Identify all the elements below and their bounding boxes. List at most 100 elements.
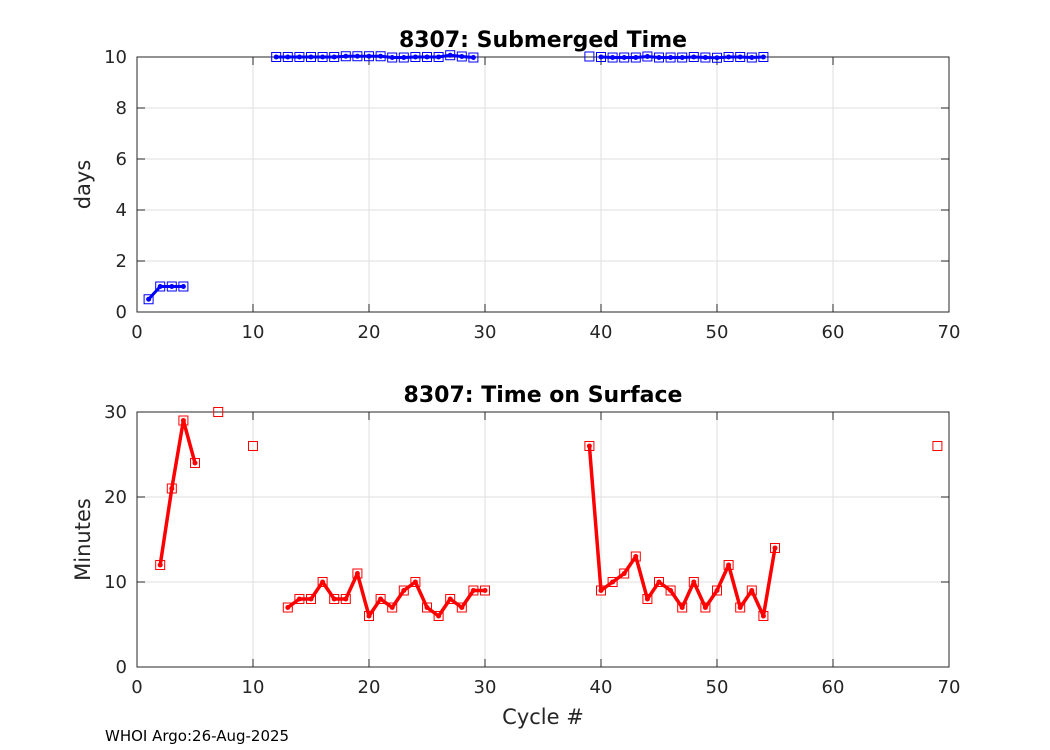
- data-point-marker: [213, 407, 224, 417]
- point-dot: [343, 53, 349, 59]
- series-line: [276, 53, 474, 59]
- y-axis-label: days: [71, 160, 95, 210]
- point-dot: [401, 588, 407, 593]
- data-point-marker: [248, 441, 258, 451]
- point-dot: [610, 579, 616, 585]
- data-point-marker: [723, 560, 734, 570]
- data-point-marker: [271, 52, 282, 62]
- data-point-marker: [735, 602, 746, 613]
- data-point-marker: [700, 602, 711, 613]
- data-point-marker: [746, 52, 757, 63]
- point-dot: [749, 55, 755, 61]
- y-tick-label: 30: [104, 402, 127, 423]
- point-dot: [621, 55, 627, 61]
- point-dot: [726, 54, 732, 60]
- data-point-marker: [746, 585, 757, 596]
- point-dot: [401, 55, 407, 61]
- data-point-marker: [398, 52, 409, 63]
- point-dot: [610, 55, 616, 61]
- data-point-marker: [178, 281, 189, 292]
- x-tick-label: 10: [242, 677, 265, 698]
- y-tick-label: 10: [104, 572, 127, 593]
- data-point-marker: [758, 52, 769, 62]
- point-dot: [320, 54, 326, 60]
- point-dot: [447, 52, 453, 58]
- x-tick-label: 60: [822, 322, 845, 343]
- point-dot: [331, 54, 337, 60]
- point-dot: [285, 605, 291, 610]
- y-tick-label: 10: [104, 47, 127, 68]
- data-point-marker: [178, 415, 189, 426]
- point-dot: [668, 588, 674, 593]
- point-dot: [459, 53, 465, 59]
- data-point-marker: [317, 52, 328, 62]
- data-point-marker: [410, 577, 421, 587]
- point-dot: [633, 554, 639, 559]
- data-point-marker: [932, 441, 943, 451]
- point-dot: [180, 284, 186, 289]
- data-point-marker: [642, 51, 653, 62]
- point-dot: [169, 284, 175, 289]
- data-point-marker: [143, 294, 154, 305]
- point-dot: [320, 579, 326, 585]
- data-point-marker: [584, 51, 595, 62]
- point-dot: [644, 53, 650, 59]
- data-point-marker: [584, 441, 595, 451]
- data-point-marker: [340, 51, 351, 62]
- point-dot: [633, 55, 639, 61]
- data-point-marker: [190, 458, 200, 468]
- data-point-marker: [306, 52, 316, 62]
- x-tick-label: 20: [358, 677, 381, 698]
- x-tick-label: 40: [590, 322, 613, 343]
- point-dot: [714, 588, 720, 593]
- footer-text: WHOI Argo:26-Aug-2025: [105, 727, 289, 745]
- y-tick-label: 6: [116, 149, 127, 170]
- data-point-marker: [619, 52, 630, 63]
- point-dot: [389, 55, 395, 61]
- point-dot: [157, 562, 163, 568]
- data-point-marker: [712, 585, 722, 596]
- point-dot: [598, 54, 604, 60]
- point-dot: [691, 579, 697, 585]
- point-dot: [760, 613, 766, 619]
- data-point-marker: [723, 52, 734, 62]
- point-dot: [331, 596, 337, 602]
- data-point-marker: [596, 585, 606, 596]
- point-dot: [598, 588, 604, 593]
- point-dot: [459, 605, 465, 610]
- x-tick-label: 50: [706, 677, 729, 698]
- data-point-marker: [630, 551, 641, 562]
- data-point-marker: [352, 568, 363, 579]
- chart-title: 8307: Time on Surface: [404, 383, 683, 408]
- data-point-marker: [364, 611, 374, 621]
- point-dot: [702, 55, 708, 61]
- data-point-marker: [410, 52, 421, 62]
- point-dot: [772, 545, 778, 551]
- point-dot: [424, 605, 430, 610]
- data-point-marker: [607, 52, 618, 63]
- data-point-marker: [155, 560, 166, 570]
- data-point-marker: [433, 52, 444, 62]
- data-point-marker: [375, 594, 386, 604]
- data-point-marker: [422, 52, 432, 62]
- surface-time-panel: 0 10 20 30 40 50 60 70 0 10 20 30 8307: Time on Surf…: [71, 383, 960, 729]
- point-dot: [621, 571, 627, 576]
- point-dot: [366, 53, 372, 59]
- point-dot: [169, 486, 175, 491]
- point-dot: [470, 55, 476, 61]
- data-point-marker: [340, 594, 351, 604]
- y-tick-label: 0: [116, 302, 127, 323]
- point-dot: [354, 53, 360, 59]
- point-dot: [702, 605, 708, 610]
- data-point-marker: [433, 611, 444, 621]
- data-point-marker: [677, 602, 688, 613]
- chart-title: 8307: Submerged Time: [399, 28, 687, 53]
- data-point-marker: [456, 51, 467, 62]
- data-point-marker: [654, 52, 664, 63]
- point-dot: [656, 55, 662, 61]
- point-dot: [378, 596, 384, 602]
- x-axis-label: Cycle #: [502, 705, 584, 729]
- y-tick-label: 8: [116, 98, 127, 119]
- y-tick-label: 2: [116, 251, 127, 272]
